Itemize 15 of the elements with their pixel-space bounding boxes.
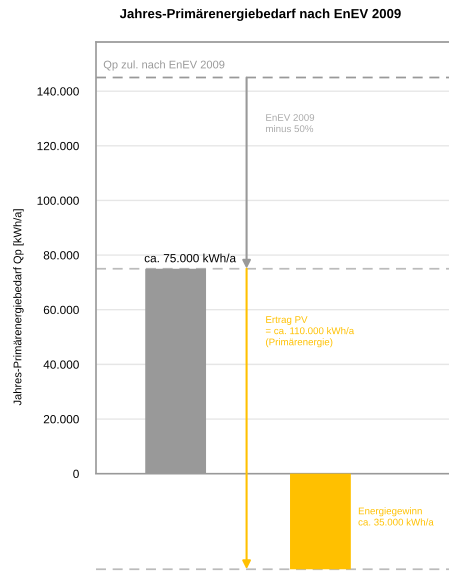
annotation: EnEV 2009 minus 50%: [266, 114, 314, 132]
annotation: Ertrag PV = ca. 110.000 kWh/a (Primärenergie): [266, 316, 354, 348]
y-tick-label: 120.000: [38, 142, 79, 150]
y-axis-title: Jahres-Primärenergiebedarf Qp [kWh/a]: [13, 209, 24, 406]
ref-line-label: Qp zul. nach EnEV 2009: [104, 60, 224, 71]
y-tick-label: 40.000: [44, 360, 79, 369]
chart-title: Jahres-Primärenergiebedarf nach EnEV 2009: [120, 8, 401, 21]
annotation: Energiegewinn ca. 35.000 kWh/a: [358, 507, 434, 526]
y-tick-label: 60.000: [44, 306, 79, 314]
y-tick-label: 0: [73, 470, 79, 478]
y-tick-label: 100.000: [38, 196, 79, 205]
y-tick-label: 140.000: [38, 87, 79, 96]
y-tick-label: 80.000: [44, 251, 79, 260]
y-tick-label: 20.000: [44, 415, 79, 424]
data-label: ca. 75.000 kWh/a: [144, 254, 236, 262]
